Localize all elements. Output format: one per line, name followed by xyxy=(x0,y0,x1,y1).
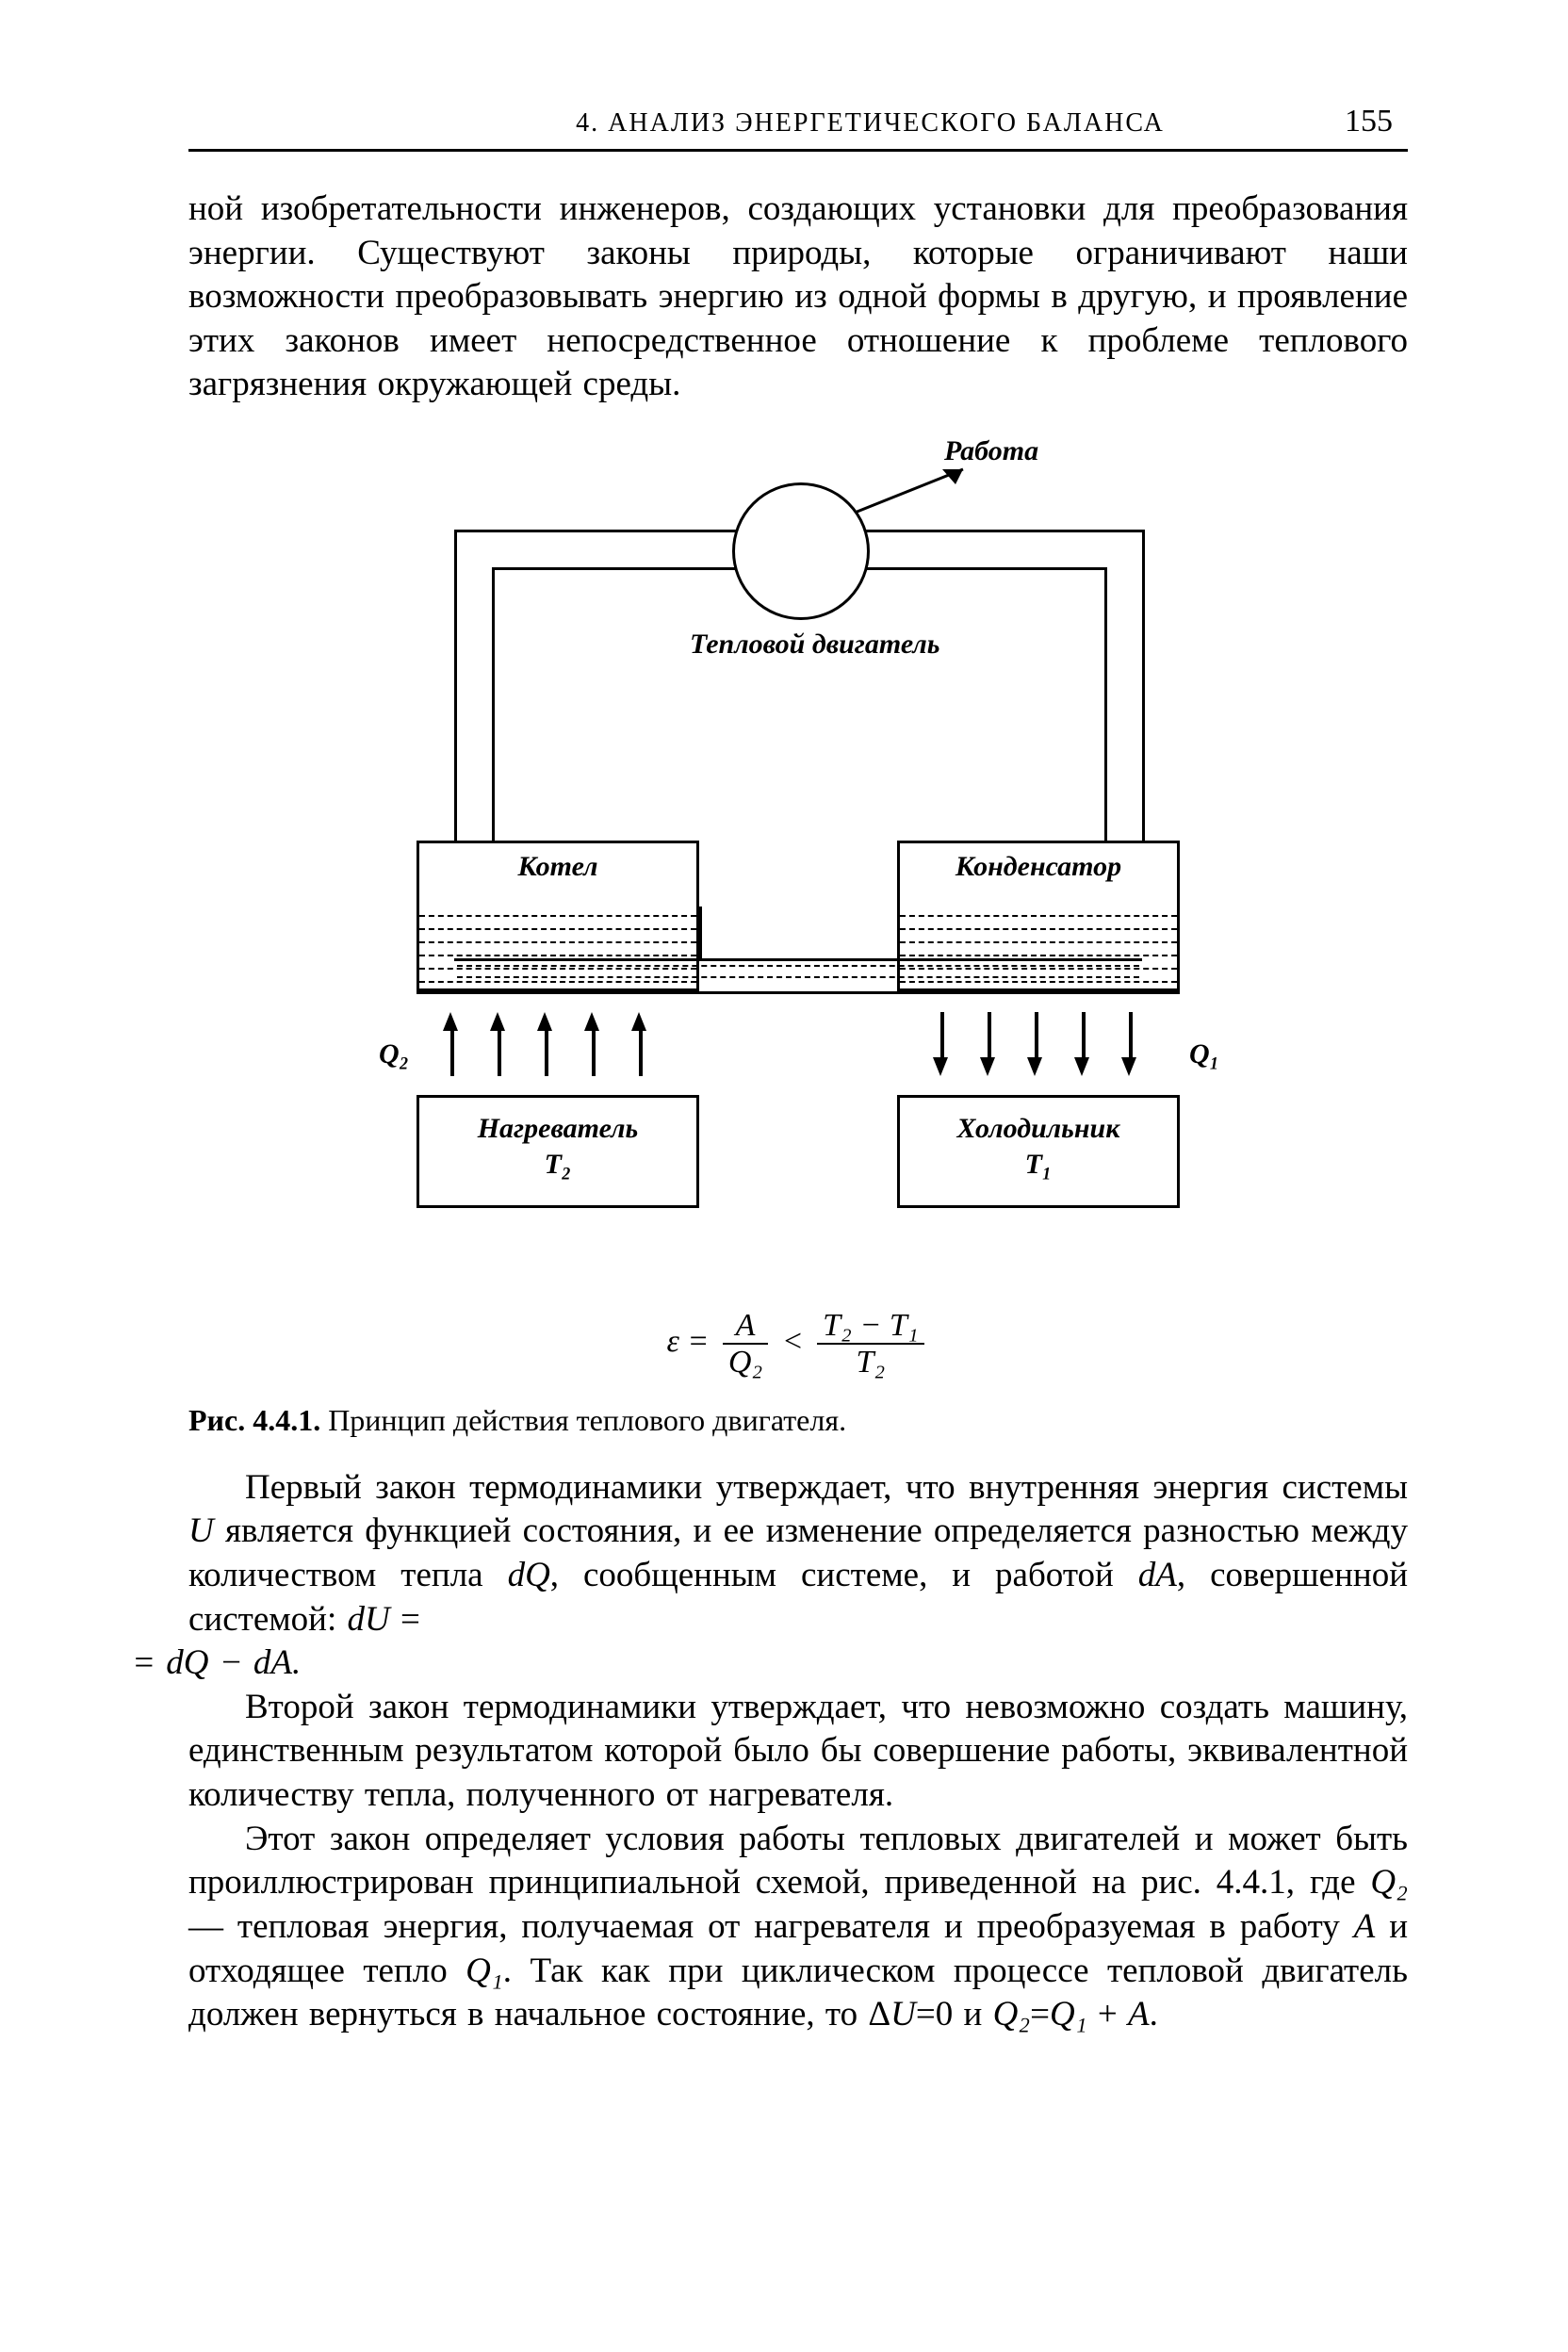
label-boiler: Котел xyxy=(419,851,696,883)
p2-rhs: = dQ − dA. xyxy=(132,1643,301,1682)
p4-A: A xyxy=(1354,1907,1376,1946)
p2-dQ: dQ xyxy=(508,1556,550,1594)
p4-Q2b: Q₂ xyxy=(993,1995,1031,2034)
cooler-box: Холодильник T₁ xyxy=(897,1095,1180,1208)
figure-4-4-1: Работа Тепловой двигатель Котел xyxy=(188,435,1408,1438)
label-q2: Q₂ xyxy=(379,1038,409,1070)
paragraph-2: Первый закон термодинамики утверждает, ч… xyxy=(188,1466,1408,1686)
engine-circle-icon xyxy=(732,482,870,620)
p4-Q2: Q₂ xyxy=(1370,1863,1408,1902)
label-heater-temp: T₂ xyxy=(419,1149,696,1181)
figure-caption: Рис. 4.4.1. Принцип действия теплового д… xyxy=(188,1403,1408,1438)
text-block-top: ной изобретательности инженеров, создающ… xyxy=(188,188,1408,407)
formula-frac1-num: A xyxy=(723,1308,768,1345)
p4-seg5: =0 и xyxy=(916,1995,993,2034)
formula-frac1-den: Q₂ xyxy=(723,1345,768,1380)
p4-end: . xyxy=(1150,1995,1158,2034)
p4-seg1: Этот закон определяет условия работы теп… xyxy=(188,1820,1408,1903)
p2-dA: dA xyxy=(1138,1556,1177,1594)
formula-frac2-num: T₂ − T₁ xyxy=(817,1308,923,1345)
label-condenser: Конденсатор xyxy=(900,851,1177,883)
header-title: 4. АНАЛИЗ ЭНЕРГЕТИЧЕСКОГО БАЛАНСА xyxy=(396,108,1345,139)
p4-Q1: Q₁ xyxy=(466,1952,503,1990)
paragraph-3: Второй закон термодинамики утверждает, ч… xyxy=(188,1686,1408,1818)
running-header: 4. АНАЛИЗ ЭНЕРГЕТИЧЕСКОГО БАЛАНСА 155 xyxy=(188,104,1408,145)
efficiency-formula: ε = AQ₂ < T₂ − T₁T₂ xyxy=(188,1308,1408,1380)
caption-rest: Принцип действия теплового двигателя. xyxy=(320,1403,846,1437)
formula-frac-1: AQ₂ xyxy=(723,1308,768,1380)
formula-eq1: = xyxy=(679,1324,717,1359)
heater-box: Нагреватель T₂ xyxy=(416,1095,699,1208)
p2-U: U xyxy=(188,1511,214,1550)
label-cooler-temp: T₁ xyxy=(900,1149,1177,1181)
p4-Ueq: U xyxy=(890,1995,916,2034)
label-q1: Q₁ xyxy=(1189,1038,1219,1070)
p4-Q1b: Q₁ xyxy=(1050,1995,1087,2034)
label-engine: Тепловой двигатель xyxy=(690,629,906,661)
caption-bold: Рис. 4.4.1. xyxy=(188,1403,320,1437)
bottom-channel-hatch-icon xyxy=(457,961,1139,989)
paragraph-1: ной изобретательности инженеров, создающ… xyxy=(188,188,1408,407)
heat-engine-diagram: Работа Тепловой двигатель Котел xyxy=(360,435,1236,1283)
formula-frac2-den: T₂ xyxy=(817,1345,923,1380)
p2-eq: = xyxy=(390,1600,420,1639)
formula-frac-2: T₂ − T₁T₂ xyxy=(817,1308,923,1380)
formula-epsilon: ε xyxy=(666,1324,678,1359)
page-number: 155 xyxy=(1345,104,1398,139)
p2-seg3: , сооб­щенным системе, и работой xyxy=(550,1556,1138,1594)
label-cooler: Холодильник xyxy=(900,1113,1177,1145)
paragraph-4: Этот закон определяет условия работы теп… xyxy=(188,1818,1408,2037)
p4-seg2: — тепловая энергия, получаемая от нагрев… xyxy=(188,1907,1354,1946)
header-rule xyxy=(188,149,1408,152)
page: 4. АНАЛИЗ ЭНЕРГЕТИЧЕСКОГО БАЛАНСА 155 но… xyxy=(0,0,1568,2352)
p2-seg1: Первый закон термодинамики утверждает, ч… xyxy=(245,1468,1408,1507)
label-heater: Нагреватель xyxy=(419,1113,696,1145)
formula-lt: < xyxy=(774,1324,811,1359)
p4-eq: = xyxy=(1030,1995,1050,2034)
p4-Ab: A xyxy=(1128,1995,1150,2034)
p4-plus: + xyxy=(1087,1995,1128,2034)
p2-dU: dU xyxy=(347,1600,389,1639)
text-block-bottom: Первый закон термодинамики утверждает, ч… xyxy=(188,1466,1408,2037)
